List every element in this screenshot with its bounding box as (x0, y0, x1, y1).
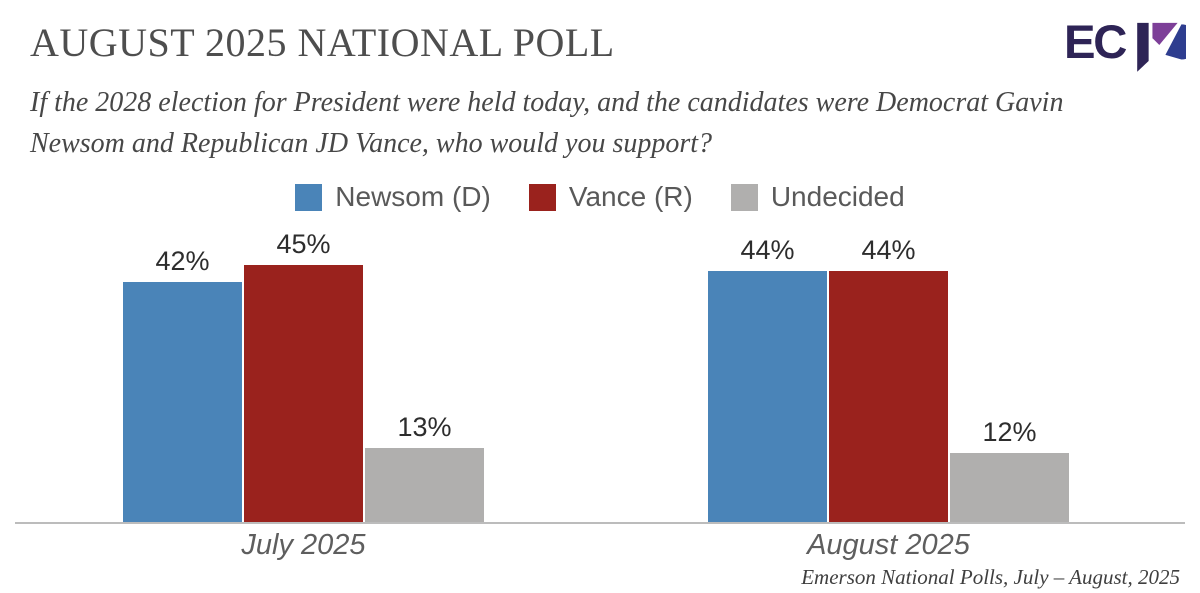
bar-value-label: 44% (861, 235, 916, 265)
logo-letter-p (1137, 22, 1199, 72)
bar-undecided-july-2025 (365, 448, 484, 522)
source-note: Emerson National Polls, July – August, 2… (801, 565, 1180, 589)
bar-plot: 42% 45% 13% 44% 44% 12% (15, 220, 1185, 524)
legend-label: Vance (R) (568, 181, 693, 212)
category-label-august-2025: August 2025 (807, 529, 970, 561)
bar-newsom-d-august-2025 (708, 271, 827, 522)
legend-swatch-newsom-d (295, 183, 323, 211)
bar-col: 45% (244, 231, 363, 522)
poll-question-line-2: Newsom and Republican JD Vance, who woul… (30, 128, 713, 159)
bar-newsom-d-july-2025 (123, 282, 242, 522)
bar-undecided-august-2025 (950, 453, 1069, 522)
bar-col: 12% (950, 419, 1069, 522)
bar-col: 13% (365, 414, 484, 522)
legend-item-newsom-d: Newsom (D) (295, 181, 491, 213)
bar-value-label: 45% (276, 229, 331, 259)
bar-group-august-2025: 44% 44% 12% (708, 237, 1069, 522)
bar-col: 44% (708, 237, 827, 522)
legend-swatch-undecided (730, 183, 758, 211)
poll-question: If the 2028 election for President were … (0, 82, 1200, 164)
bar-vance-r-august-2025 (829, 271, 948, 522)
poll-question-line-1: If the 2028 election for President were … (30, 87, 1064, 118)
category-labels-row: July 2025 August 2025 (15, 524, 1185, 562)
bar-vance-r-july-2025 (244, 265, 363, 522)
chart-legend: Newsom (D) Vance (R) Undecided (0, 181, 1200, 213)
legend-label: Undecided (770, 181, 905, 212)
legend-item-vance-r: Vance (R) (528, 181, 693, 213)
legend-swatch-vance-r (528, 183, 556, 211)
legend-label: Newsom (D) (335, 181, 491, 212)
category-label-july-2025: July 2025 (241, 529, 366, 561)
legend-item-undecided: Undecided (730, 181, 905, 213)
ecp-logo: EC (1064, 12, 1199, 78)
bar-group-july-2025: 42% 45% 13% (123, 231, 484, 522)
bar-value-label: 13% (397, 412, 452, 442)
bar-value-label: 42% (155, 246, 210, 276)
ecp-logo-graphic: EC (1064, 16, 1199, 72)
bar-value-label: 12% (982, 417, 1037, 447)
logo-letters-ec: EC (1064, 16, 1126, 69)
bar-col: 42% (123, 248, 242, 522)
bar-col: 44% (829, 237, 948, 522)
page-title: AUGUST 2025 NATIONAL POLL (30, 20, 615, 65)
bar-value-label: 44% (740, 235, 795, 265)
